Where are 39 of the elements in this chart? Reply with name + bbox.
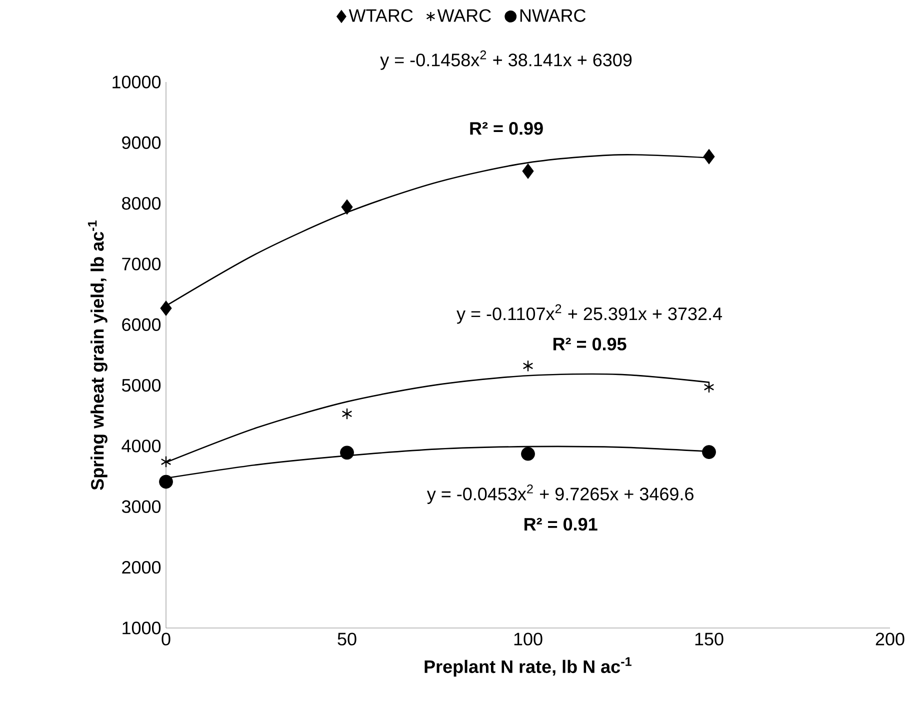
annotation: R² = 0.99: [470, 122, 543, 135]
y-axis-title: Spring wheat grain yield, lb ac$^{-1}$: [88, 220, 108, 490]
y-tick-label: 7000: [122, 258, 161, 270]
point: [160, 300, 172, 316]
x-tick-label: 100: [514, 632, 542, 646]
legend-label: WTARC: [348, 9, 413, 22]
point: [522, 164, 534, 179]
point: [342, 408, 352, 420]
annotation: R² = 0.91: [524, 518, 598, 531]
legend-label: NWARC: [520, 9, 586, 22]
point: [521, 446, 535, 461]
point: [159, 474, 173, 489]
point: [340, 446, 354, 460]
y-tick-label: 2000: [122, 560, 161, 574]
x-tick-label: 200: [876, 632, 904, 646]
annotation: R² = 0.95: [553, 338, 626, 350]
point: [160, 456, 172, 468]
y-tick-label: 6000: [122, 318, 161, 332]
annotation: y = -0.0453x$^{2}$ + 9.7265x + 3469.6: [426, 484, 694, 504]
point: [704, 381, 714, 394]
annotation: y = -0.1107x$^{2}$ + 25.391x + 3732.4: [456, 304, 722, 324]
x-tick-label: 0: [162, 632, 170, 646]
y-tick-label: 3000: [122, 500, 161, 514]
line-series: [165, 373, 710, 464]
point: [341, 199, 353, 215]
point: [522, 360, 534, 372]
x-axis-title: Preplant N rate, lb N ac$^{-1}$: [424, 657, 632, 677]
point: [703, 149, 715, 164]
y-tick-label: 10000: [112, 76, 161, 88]
y-tick-label: 9000: [122, 136, 161, 150]
x-tick-label: 150: [695, 632, 724, 646]
legend-label: WARC: [437, 9, 491, 22]
x-tick-label: 50: [338, 632, 356, 646]
y-tick-label: 8000: [122, 196, 161, 210]
y-tick-label: 5000: [122, 378, 161, 392]
point: [702, 445, 716, 459]
y-tick-label: 1000: [122, 622, 161, 634]
text: y = -0.1458x$^{2}$ + 38.141x + 6309: [380, 50, 632, 70]
y-tick-label: 4000: [122, 440, 161, 452]
